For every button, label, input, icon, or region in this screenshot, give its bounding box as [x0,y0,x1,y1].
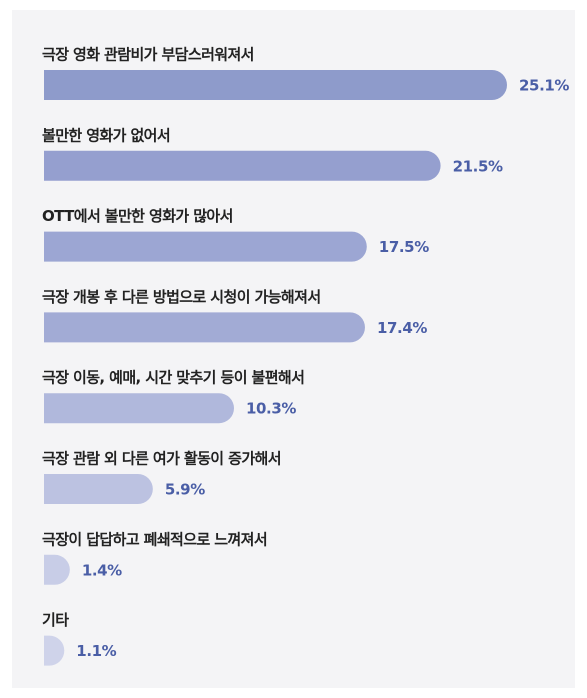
category-label: OTT에서 볼만한 영화가 많아서 [42,207,233,225]
category-label: 극장 개봉 후 다른 방법으로 시청이 가능해져서 [42,288,321,306]
bar [44,635,65,666]
bar [44,393,234,424]
bar [44,231,367,262]
value-label: 17.5% [379,238,429,256]
value-label: 1.1% [76,642,116,660]
bar [44,70,507,100]
bar [44,474,153,504]
value-label: 25.1% [519,77,569,95]
value-label: 21.5% [453,157,503,175]
panel [12,10,575,688]
category-label: 극장이 답답하고 폐쇄적으로 느껴져서 [42,530,267,548]
bar [44,312,365,343]
bar [44,554,70,585]
value-label: 5.9% [165,481,205,499]
category-label: 볼만한 영화가 없어서 [42,126,170,144]
value-label: 1.4% [82,561,122,579]
category-label: 극장 영화 관람비가 부담스러워져서 [42,46,254,64]
category-label: 극장 관람 외 다른 여가 활동이 증가해서 [42,450,281,468]
bar [44,150,441,181]
value-label: 17.4% [377,319,427,337]
value-label: 10.3% [246,400,296,418]
category-label: 극장 이동, 예매, 시간 맞추기 등이 불편해서 [42,369,304,387]
category-label: 기타 [42,611,69,629]
